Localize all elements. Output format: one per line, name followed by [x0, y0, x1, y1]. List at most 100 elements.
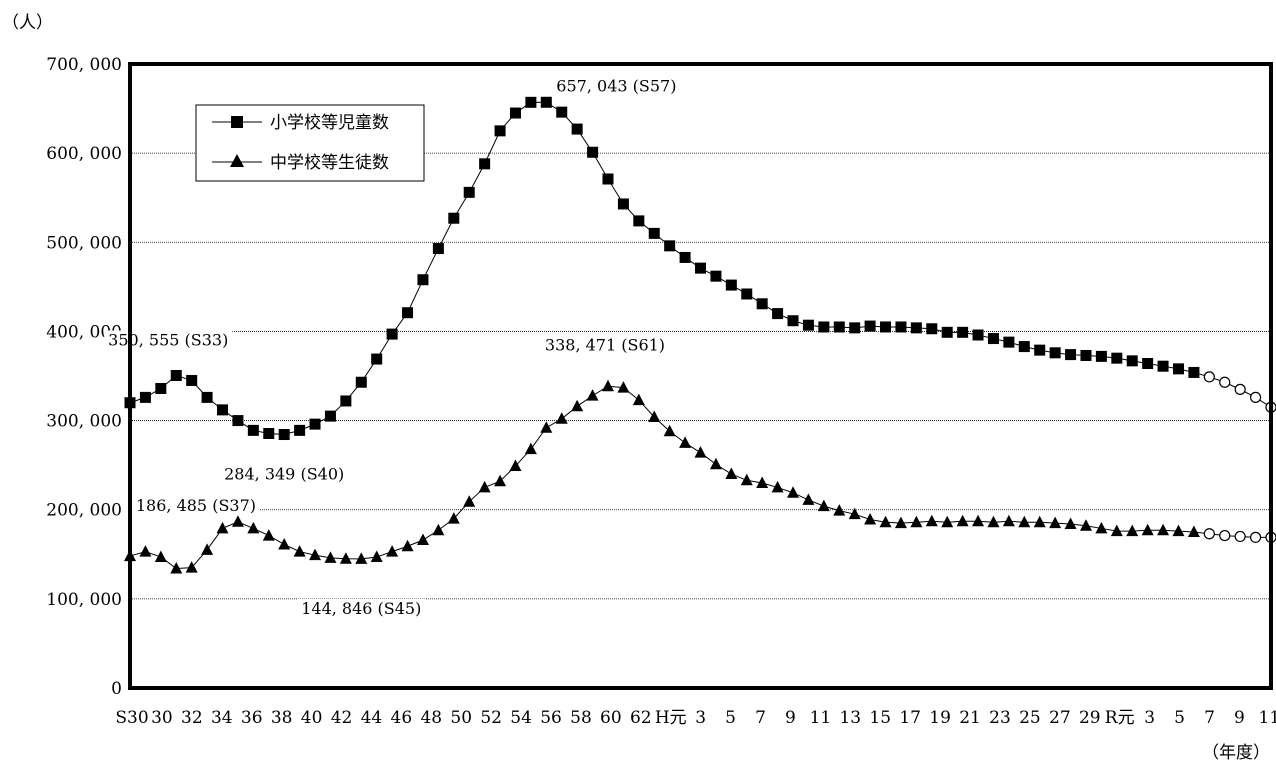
triangle-point	[725, 467, 738, 480]
square-point	[1095, 350, 1107, 362]
triangle-point	[802, 493, 815, 505]
annotation-bg	[540, 335, 670, 355]
projected-point	[1203, 371, 1215, 383]
data-label: 186, 485 (S37)	[136, 496, 256, 515]
x-tick-label: 54	[510, 708, 532, 728]
x-tick-label: 27	[1049, 708, 1071, 728]
square-point	[1065, 349, 1077, 361]
square-point	[540, 96, 552, 108]
triangle-point	[170, 562, 183, 574]
triangle-point	[247, 521, 260, 534]
square-point	[756, 298, 768, 310]
triangle-point	[1172, 524, 1185, 537]
square-point	[664, 240, 676, 252]
triangle-point	[756, 476, 769, 488]
triangle-point	[1002, 514, 1015, 527]
triangle-point	[1187, 525, 1200, 537]
square-point	[386, 328, 398, 340]
square-point	[340, 395, 352, 407]
triangle-point	[771, 480, 784, 493]
triangle-point	[463, 495, 476, 507]
square-point	[602, 173, 614, 185]
y-tick-label: 200, 000	[46, 501, 122, 521]
projected-point	[1219, 376, 1231, 388]
triangle-point	[370, 550, 383, 562]
square-point	[695, 262, 706, 274]
projected-point	[1219, 529, 1231, 542]
square-point	[833, 321, 845, 333]
x-tick-label: 9	[1234, 708, 1245, 728]
x-tick-label: 3	[1144, 708, 1155, 728]
x-tick-label: 34	[211, 708, 233, 728]
triangle-point	[740, 473, 753, 486]
square-point	[987, 333, 999, 345]
series-line-elementary	[129, 101, 1276, 436]
x-tick-label: 7	[755, 708, 766, 728]
square-point	[1157, 360, 1169, 372]
x-tick-label: 23	[989, 708, 1011, 728]
projected-point	[1203, 528, 1215, 540]
triangle-point	[432, 523, 445, 536]
triangle-point	[709, 457, 722, 470]
triangle-point	[262, 529, 275, 541]
square-point	[217, 404, 229, 416]
annotations: 657, 043 (S57) 350, 555 (S33) 284, 349 (S4…	[104, 76, 681, 618]
square-point	[479, 158, 491, 170]
series-line-junior-high	[129, 385, 1276, 570]
data-label: 350, 555 (S33)	[108, 331, 228, 350]
x-tick-label: 44	[361, 708, 383, 728]
square-point	[725, 279, 737, 291]
square-point	[710, 270, 722, 282]
x-tick-label: 25	[1019, 708, 1041, 728]
square-point	[525, 96, 537, 108]
square-point	[1034, 344, 1046, 356]
square-point	[910, 322, 922, 334]
square-point	[571, 123, 583, 135]
square-point	[1080, 349, 1092, 361]
projected-point	[1234, 383, 1246, 395]
triangle-point	[787, 486, 800, 498]
x-tick-label: 19	[929, 708, 951, 728]
triangle-point	[540, 421, 553, 433]
legend-label-junior-high: 中学校等生徒数	[270, 153, 389, 173]
square-point	[633, 215, 645, 227]
triangle-point	[663, 424, 676, 437]
x-tick-label: 36	[241, 708, 263, 728]
square-point	[1142, 358, 1154, 370]
square-point	[155, 382, 167, 394]
square-point	[802, 319, 814, 331]
square-point	[864, 320, 876, 332]
square-point	[926, 323, 938, 335]
x-tick-label: 3	[695, 708, 706, 728]
triangle-point	[447, 512, 460, 524]
triangle-point	[216, 521, 229, 534]
triangle-point	[941, 515, 954, 528]
square-point	[247, 424, 259, 436]
legend-square-marker	[231, 116, 243, 128]
triangle-point	[293, 545, 306, 557]
square-point	[263, 427, 275, 439]
x-tick-label: 30	[151, 708, 173, 728]
triangle-point	[416, 533, 429, 546]
square-point	[895, 321, 907, 333]
triangle-point	[201, 543, 214, 555]
x-tick-label: 5	[725, 708, 736, 728]
square-point	[1126, 355, 1138, 367]
x-tick-label: 58	[570, 708, 592, 728]
series-layer	[124, 96, 1276, 574]
square-point	[1111, 352, 1123, 364]
x-tick-label: 52	[480, 708, 502, 728]
x-tick-label: 13	[839, 708, 861, 728]
square-point	[587, 146, 599, 158]
square-point	[371, 353, 383, 365]
square-point	[278, 429, 290, 441]
triangle-point	[1110, 524, 1123, 537]
triangle-point	[1049, 516, 1062, 529]
triangle-point	[632, 393, 645, 406]
square-point	[355, 376, 367, 388]
square-point	[849, 322, 861, 334]
x-tick-label: 32	[181, 708, 203, 728]
triangle-point	[154, 550, 167, 562]
square-point	[201, 391, 213, 403]
